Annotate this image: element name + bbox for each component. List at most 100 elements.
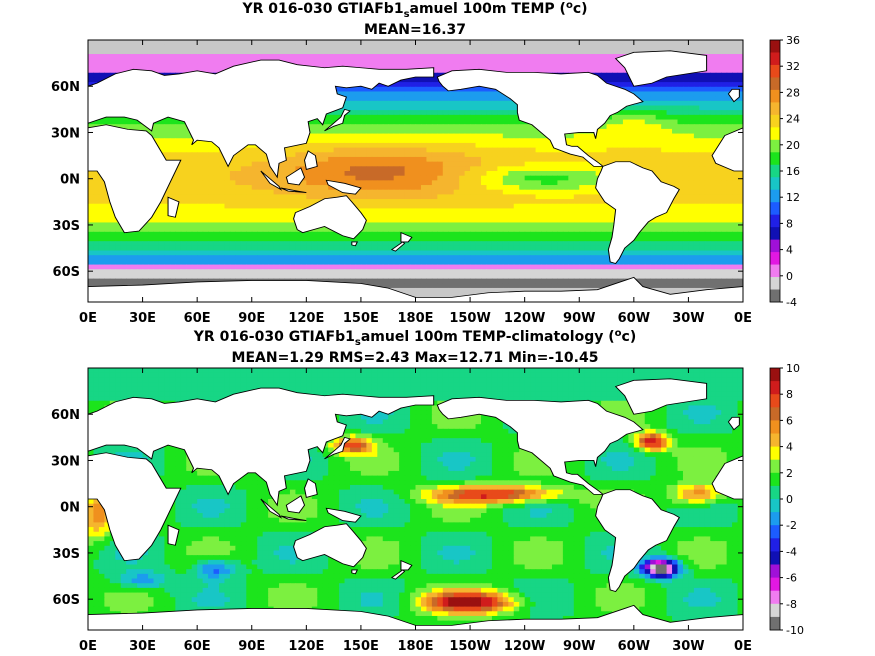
x-tick-label: 30W bbox=[672, 311, 704, 326]
colorbar-segment bbox=[770, 446, 780, 461]
colorbar-segment bbox=[770, 252, 780, 265]
y-tick-label: 60N bbox=[51, 408, 80, 423]
colorbar-label: -6 bbox=[786, 572, 797, 585]
colorbar-segment bbox=[770, 139, 780, 153]
colorbar-label: -4 bbox=[786, 296, 797, 309]
colorbar-segment bbox=[770, 227, 780, 241]
colorbar-segment bbox=[770, 459, 780, 474]
colorbar-segment bbox=[770, 152, 780, 166]
colorbar-segment bbox=[770, 40, 780, 53]
colorbar-label: 8 bbox=[786, 217, 793, 230]
colorbar-label: 20 bbox=[786, 139, 800, 152]
title-unit: c) bbox=[573, 1, 588, 17]
x-tick-label: 120W bbox=[504, 639, 545, 654]
y-tick-label: 30S bbox=[53, 547, 80, 562]
title-subscript: s bbox=[404, 9, 410, 20]
y-tick-label: 30N bbox=[51, 454, 80, 469]
panel-title: YR 016-030 GTIAFb1samuel 100m TEMP-clima… bbox=[193, 328, 636, 348]
colorbar-label: 8 bbox=[786, 388, 793, 401]
colorbar-segment bbox=[770, 77, 780, 91]
colorbar-label: 32 bbox=[786, 60, 800, 73]
colorbar-segment bbox=[770, 277, 780, 290]
x-tick-label: 30E bbox=[129, 639, 156, 654]
x-tick-label: 90W bbox=[563, 311, 595, 326]
y-tick-label: 30N bbox=[51, 126, 80, 141]
colorbar-label: -8 bbox=[786, 598, 797, 611]
colorbar-segment bbox=[770, 564, 780, 578]
colorbar: 10 8 6 4 2 0 -2 -4 -6 -8 -10 bbox=[769, 362, 804, 637]
x-tick-label: 0E bbox=[734, 311, 752, 326]
x-tick-label: 60E bbox=[184, 311, 211, 326]
colorbar-segment bbox=[770, 433, 780, 447]
x-tick-label: 180E bbox=[397, 311, 433, 326]
x-tick-label: 120E bbox=[288, 311, 324, 326]
title-unit: c) bbox=[622, 329, 637, 345]
colorbar-label: 28 bbox=[786, 86, 800, 99]
y-tick-label: 60S bbox=[53, 593, 80, 608]
map-panel-2: YR 016-030 GTIAFb1samuel 100m TEMP-clima… bbox=[51, 328, 804, 654]
colorbar-label: 10 bbox=[786, 362, 800, 375]
title-rest: amuel 100m TEMP-climatology ( bbox=[361, 329, 615, 345]
colorbar-segment bbox=[770, 102, 780, 116]
panel-stats: MEAN=16.37 bbox=[364, 22, 466, 38]
x-tick-label: 60W bbox=[618, 311, 650, 326]
x-tick-label: 150W bbox=[449, 639, 490, 654]
field-raster bbox=[88, 368, 743, 630]
colorbar-segment bbox=[770, 214, 780, 228]
colorbar-segment bbox=[770, 499, 780, 513]
colorbar-label: 4 bbox=[786, 441, 793, 454]
y-tick-label: 0N bbox=[60, 501, 80, 516]
x-tick-label: 60W bbox=[618, 639, 650, 654]
title-superscript: o bbox=[566, 0, 573, 11]
x-tick-label: 0E bbox=[734, 639, 752, 654]
x-tick-label: 60E bbox=[184, 639, 211, 654]
colorbar-segment bbox=[770, 127, 780, 141]
y-tick-label: 30S bbox=[53, 219, 80, 234]
colorbar-segment bbox=[770, 289, 780, 303]
colorbar-segment bbox=[770, 202, 780, 216]
colorbar-segment bbox=[770, 394, 780, 408]
x-tick-label: 30E bbox=[129, 311, 156, 326]
colorbar-segment bbox=[770, 407, 780, 421]
colorbar-segment bbox=[770, 472, 780, 487]
colorbar-segment bbox=[770, 189, 780, 203]
colorbar-label: -4 bbox=[786, 545, 797, 558]
colorbar-segment bbox=[770, 52, 780, 66]
colorbar-label: 24 bbox=[786, 113, 800, 126]
colorbar-segment bbox=[770, 420, 780, 434]
x-tick-label: 150E bbox=[343, 639, 379, 654]
panel-stats: MEAN=1.29 RMS=2.43 Max=12.71 Min=-10.45 bbox=[232, 350, 599, 366]
colorbar-segment bbox=[770, 551, 780, 565]
colorbar-segment bbox=[770, 368, 780, 382]
x-tick-label: 90E bbox=[238, 311, 265, 326]
colorbar-segment bbox=[770, 164, 780, 178]
x-tick-label: 180E bbox=[397, 639, 433, 654]
y-tick-label: 60S bbox=[53, 265, 80, 280]
colorbar-label: 2 bbox=[786, 467, 793, 480]
colorbar-label: 4 bbox=[786, 244, 793, 257]
colorbar-segment bbox=[770, 264, 780, 278]
title-superscript: o bbox=[615, 328, 622, 339]
colorbar-label: 0 bbox=[786, 270, 793, 283]
colorbar-segment bbox=[770, 177, 780, 191]
colorbar-label: -2 bbox=[786, 519, 797, 532]
colorbar-segment bbox=[770, 525, 780, 539]
x-tick-label: 150W bbox=[449, 311, 490, 326]
x-tick-label: 120W bbox=[504, 311, 545, 326]
colorbar-segment bbox=[770, 577, 780, 592]
title-subscript: s bbox=[355, 337, 361, 348]
colorbar-segment bbox=[770, 381, 780, 395]
title-main: YR 016-030 GTIAFb1 bbox=[193, 329, 355, 345]
colorbar: 36 32 28 24 20 16 12 8 4 0 -4 bbox=[769, 34, 800, 309]
y-tick-label: 60N bbox=[51, 80, 80, 95]
colorbar-segment bbox=[770, 89, 780, 103]
x-tick-label: 120E bbox=[288, 639, 324, 654]
panel-title: YR 016-030 GTIAFb1samuel 100m TEMP (oc) bbox=[241, 0, 587, 20]
y-tick-label: 0N bbox=[60, 173, 80, 188]
colorbar-segment bbox=[770, 512, 780, 526]
colorbar-segment bbox=[770, 114, 780, 128]
x-tick-label: 90E bbox=[238, 639, 265, 654]
colorbar-segment bbox=[770, 239, 780, 253]
title-main: YR 016-030 GTIAFb1 bbox=[241, 1, 403, 17]
